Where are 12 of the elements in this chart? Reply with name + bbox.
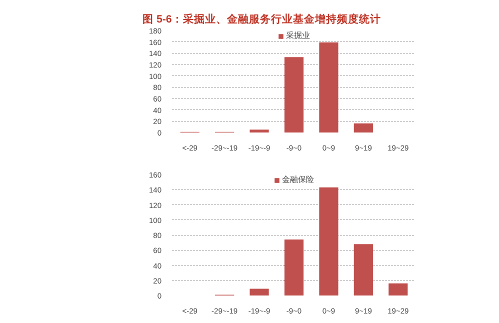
bar xyxy=(388,283,408,296)
bar xyxy=(250,130,269,132)
chart-title: 图 5-6：采掘业、金融服务行业基金增持频度统计 xyxy=(142,12,381,26)
bar xyxy=(319,187,338,296)
legend-label: 金融保险 xyxy=(282,174,314,185)
bar xyxy=(250,288,269,296)
bar xyxy=(319,42,338,132)
legend-label: 采掘业 xyxy=(286,30,310,41)
bar xyxy=(354,123,373,132)
bar xyxy=(284,240,304,296)
bar xyxy=(354,244,373,296)
bar xyxy=(284,57,304,132)
